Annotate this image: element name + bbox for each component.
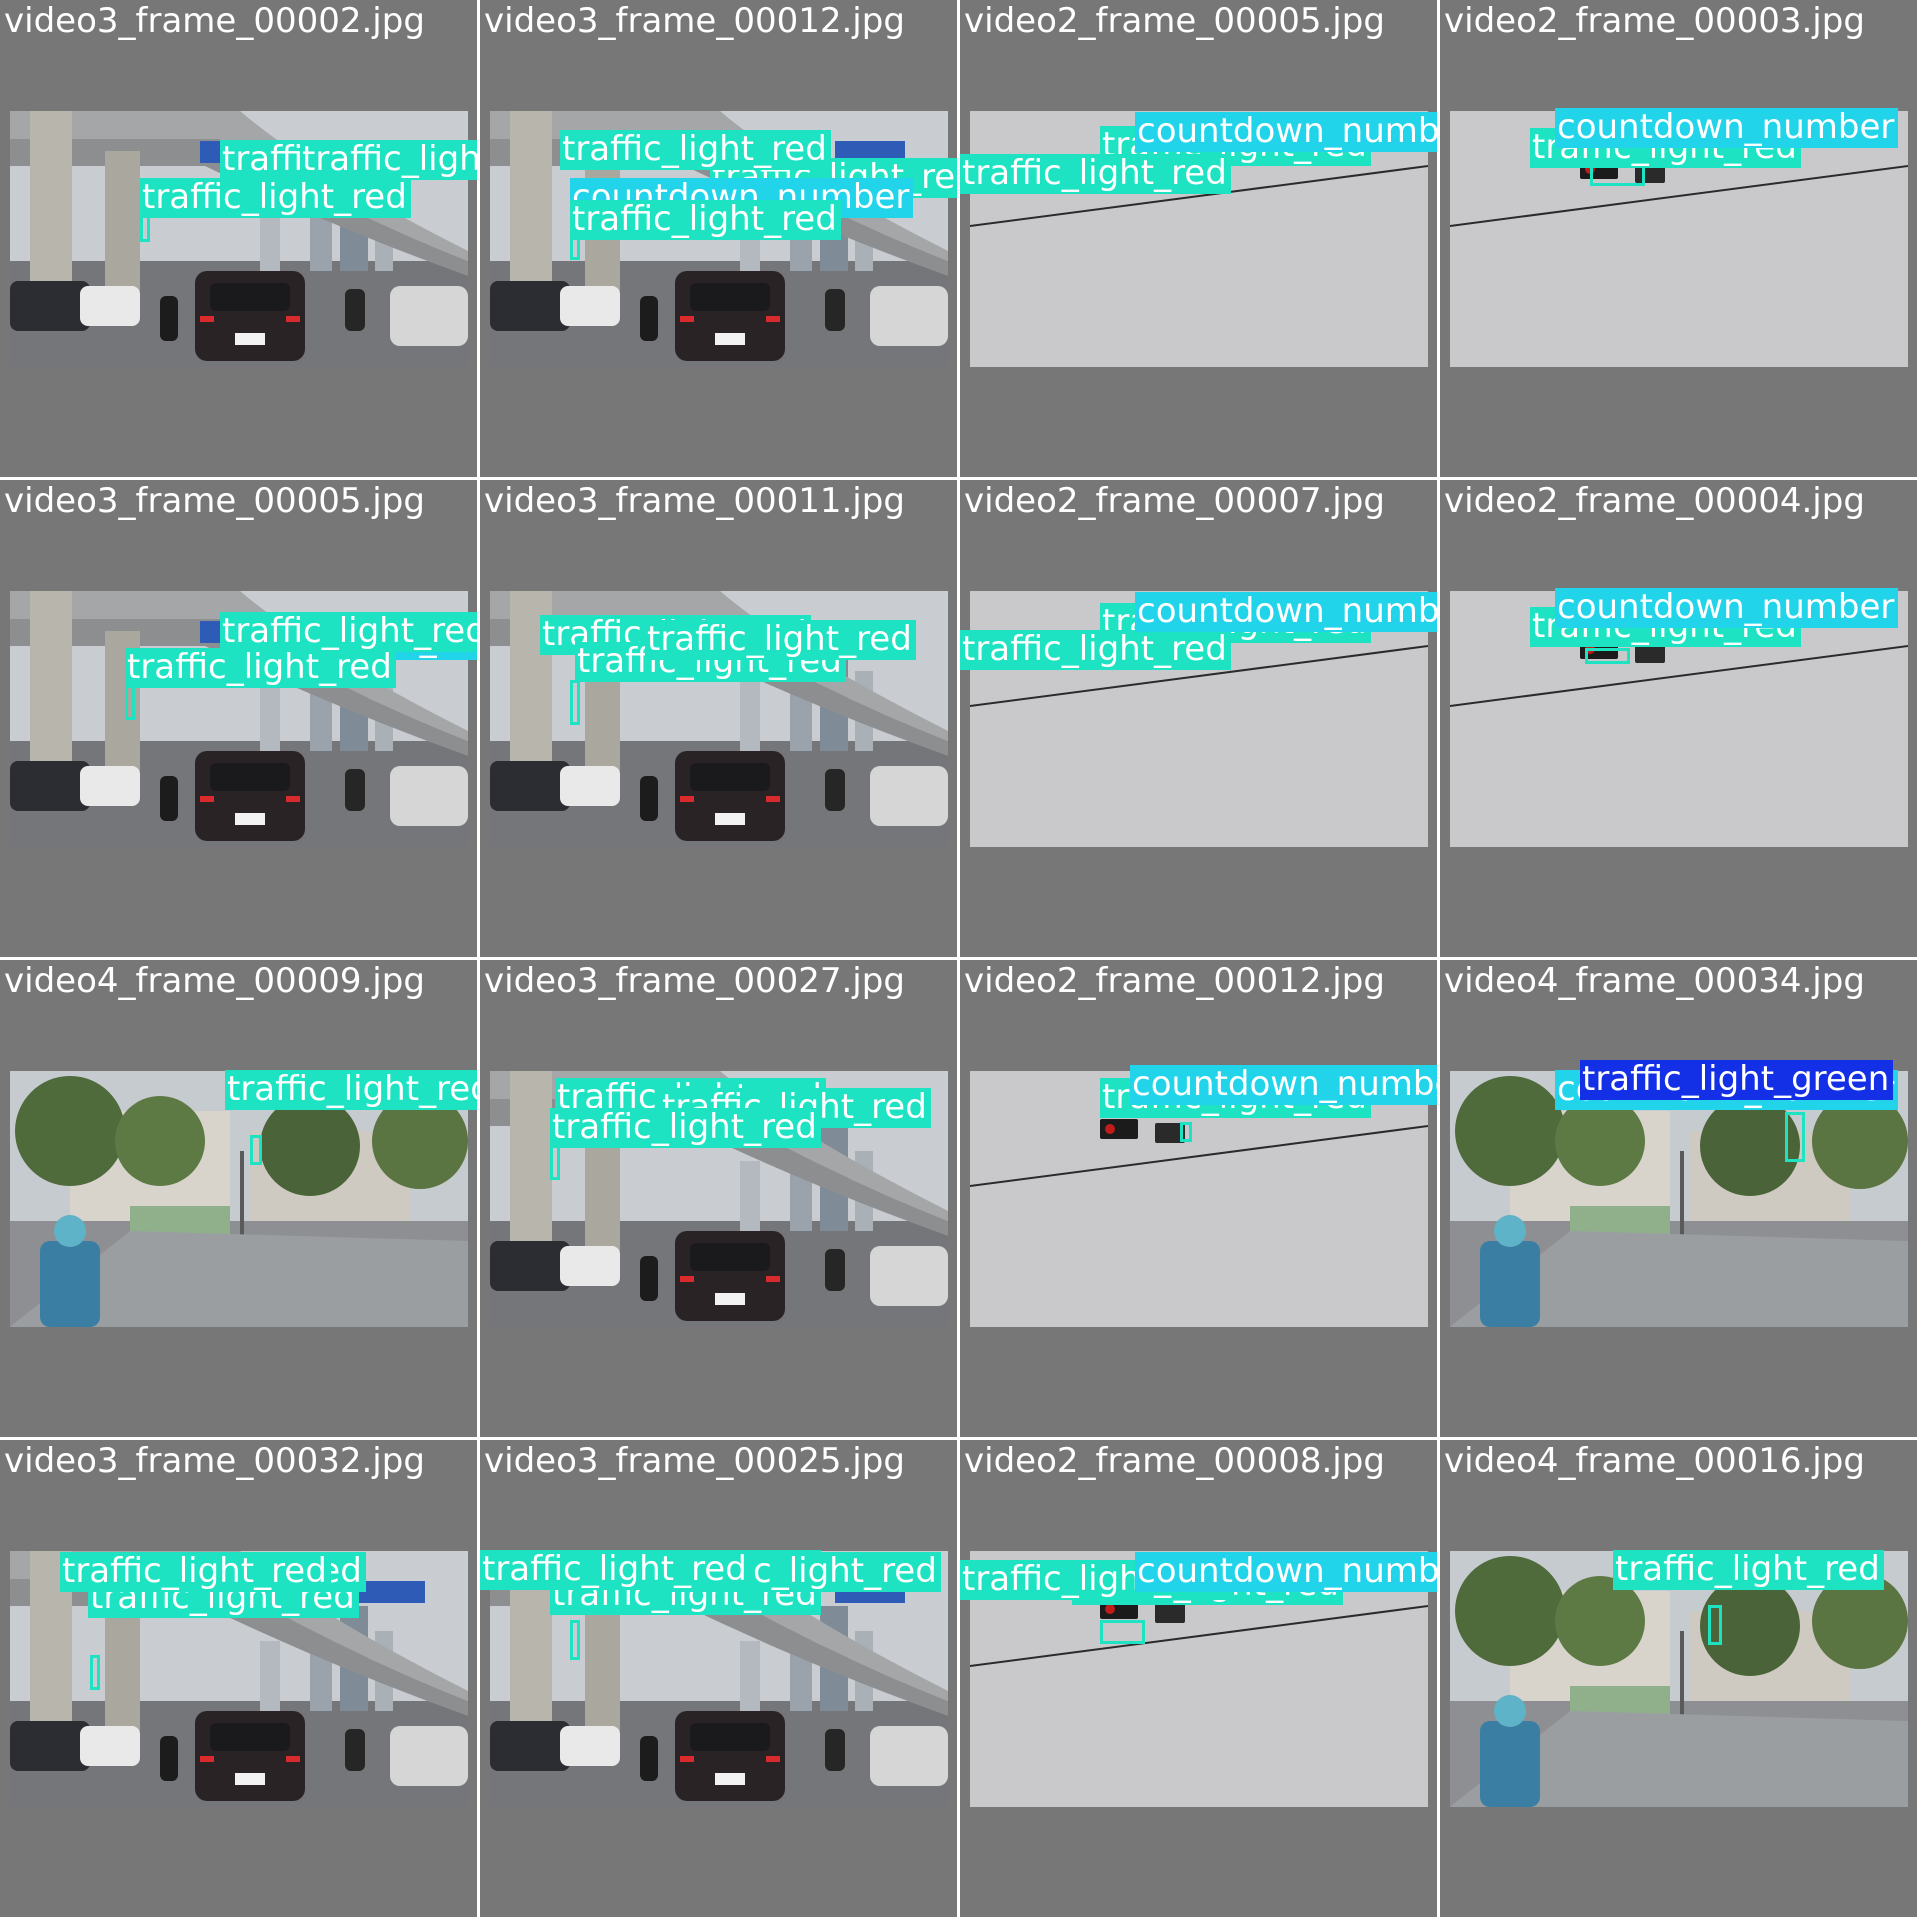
image-tile: video2_frame_00012.jpgtraffic_light_redc… [960, 960, 1437, 1437]
tile-filename: video4_frame_00009.jpg [4, 961, 425, 1001]
detection-box [570, 680, 580, 725]
detection-label: countdown_number [1135, 592, 1437, 632]
tile-filename: video2_frame_00003.jpg [1444, 1, 1865, 41]
image-tile: video2_frame_00005.jpgtraffic_light_redt… [960, 0, 1437, 477]
street-photo-svg [1450, 1551, 1908, 1807]
tile-filename: video4_frame_00016.jpg [1444, 1441, 1865, 1481]
image-tile: video4_frame_00009.jpg traffic_light_red [0, 960, 477, 1437]
image-tile: video2_frame_00008.jpgtraffic_light_redt… [960, 1440, 1437, 1917]
detection-box [570, 1620, 580, 1660]
detection-box [1785, 1112, 1805, 1162]
detection-label: traffic_light_red [300, 140, 477, 180]
image-tile: video2_frame_00004.jpgtraffic_light_redc… [1440, 480, 1917, 957]
tile-filename: video3_frame_00025.jpg [484, 1441, 905, 1481]
detection-label: traffic_light_red [60, 1552, 331, 1592]
image-tile: video3_frame_00012.jpg traffic_light_red t… [480, 0, 957, 477]
detection-label: countdown_number [1130, 1065, 1437, 1105]
detection-label: traffic_light_red [140, 178, 411, 218]
tile-filename: video3_frame_00012.jpg [484, 1, 905, 41]
detection-label: countdown_number [1135, 112, 1437, 152]
detection-label: traffic_light_red [1613, 1550, 1884, 1590]
frame-photo [1450, 1071, 1908, 1327]
detection-label: countdown_number [1555, 588, 1899, 628]
image-tile: video3_frame_00011.jpg traffic_light_red t… [480, 480, 957, 957]
detection-label: traffic_light_red [960, 154, 1231, 194]
detection-box [90, 1655, 100, 1690]
frame-photo [1450, 1551, 1908, 1807]
detection-box [1100, 1620, 1145, 1644]
image-tile: video3_frame_00002.jpgcountdown_numbertr… [0, 0, 477, 477]
detection-label: countdown_number [1135, 1552, 1437, 1592]
tile-filename: video2_frame_00005.jpg [964, 1, 1385, 41]
detection-label: traffic_light_red [225, 1070, 477, 1110]
image-tile: video3_frame_00032.jpg traffic_light_red t… [0, 1440, 477, 1917]
detection-box [1180, 1122, 1192, 1142]
tile-filename: video2_frame_00012.jpg [964, 961, 1385, 1001]
detection-box [250, 1135, 262, 1165]
tile-filename: video2_frame_00004.jpg [1444, 481, 1865, 521]
image-tile: video3_frame_00027.jpg traffic_light_red t… [480, 960, 957, 1437]
detection-label: traffic_light_red [125, 648, 396, 688]
detection-label: countdown_number [1555, 108, 1899, 148]
detection-label: traffic_light_red [480, 1550, 751, 1590]
tile-filename: video3_frame_00002.jpg [4, 1, 425, 41]
tile-filename: video4_frame_00034.jpg [1444, 961, 1865, 1001]
detection-box [1585, 648, 1630, 664]
image-tile: video4_frame_00016.jpg traffic_light_red [1440, 1440, 1917, 1917]
street-photo-svg [10, 1071, 468, 1327]
detection-label: traffic_light_red [560, 130, 831, 170]
frame-photo [10, 1071, 468, 1327]
detection-label: traffic_light_red [645, 620, 916, 660]
tile-filename: video3_frame_00011.jpg [484, 481, 905, 521]
detection-label: traffic_light_red [220, 612, 477, 652]
image-tile: video4_frame_00034.jpgcountdown_numbertr… [1440, 960, 1917, 1437]
tile-filename: video2_frame_00007.jpg [964, 481, 1385, 521]
street-photo-svg [1450, 1071, 1908, 1327]
detection-box [1708, 1605, 1722, 1645]
tile-filename: video2_frame_00008.jpg [964, 1441, 1385, 1481]
image-tile: video3_frame_00005.jpgcountdown_numbertr… [0, 480, 477, 957]
image-tile: video2_frame_00007.jpgtraffic_light_redt… [960, 480, 1437, 957]
detection-label: traffic_light_red [550, 1108, 821, 1148]
tile-filename: video3_frame_00005.jpg [4, 481, 425, 521]
image-tile: video3_frame_00025.jpg traffic_light_red t… [480, 1440, 957, 1917]
detection-label: traffic_light_green [1580, 1060, 1894, 1100]
tile-filename: video3_frame_00032.jpg [4, 1441, 425, 1481]
detection-label: traffic_light_red [960, 630, 1231, 670]
detection-label: traffic_light_red [570, 200, 841, 240]
image-tile: video2_frame_00003.jpgtraffic_light_redc… [1440, 0, 1917, 477]
tile-filename: video3_frame_00027.jpg [484, 961, 905, 1001]
